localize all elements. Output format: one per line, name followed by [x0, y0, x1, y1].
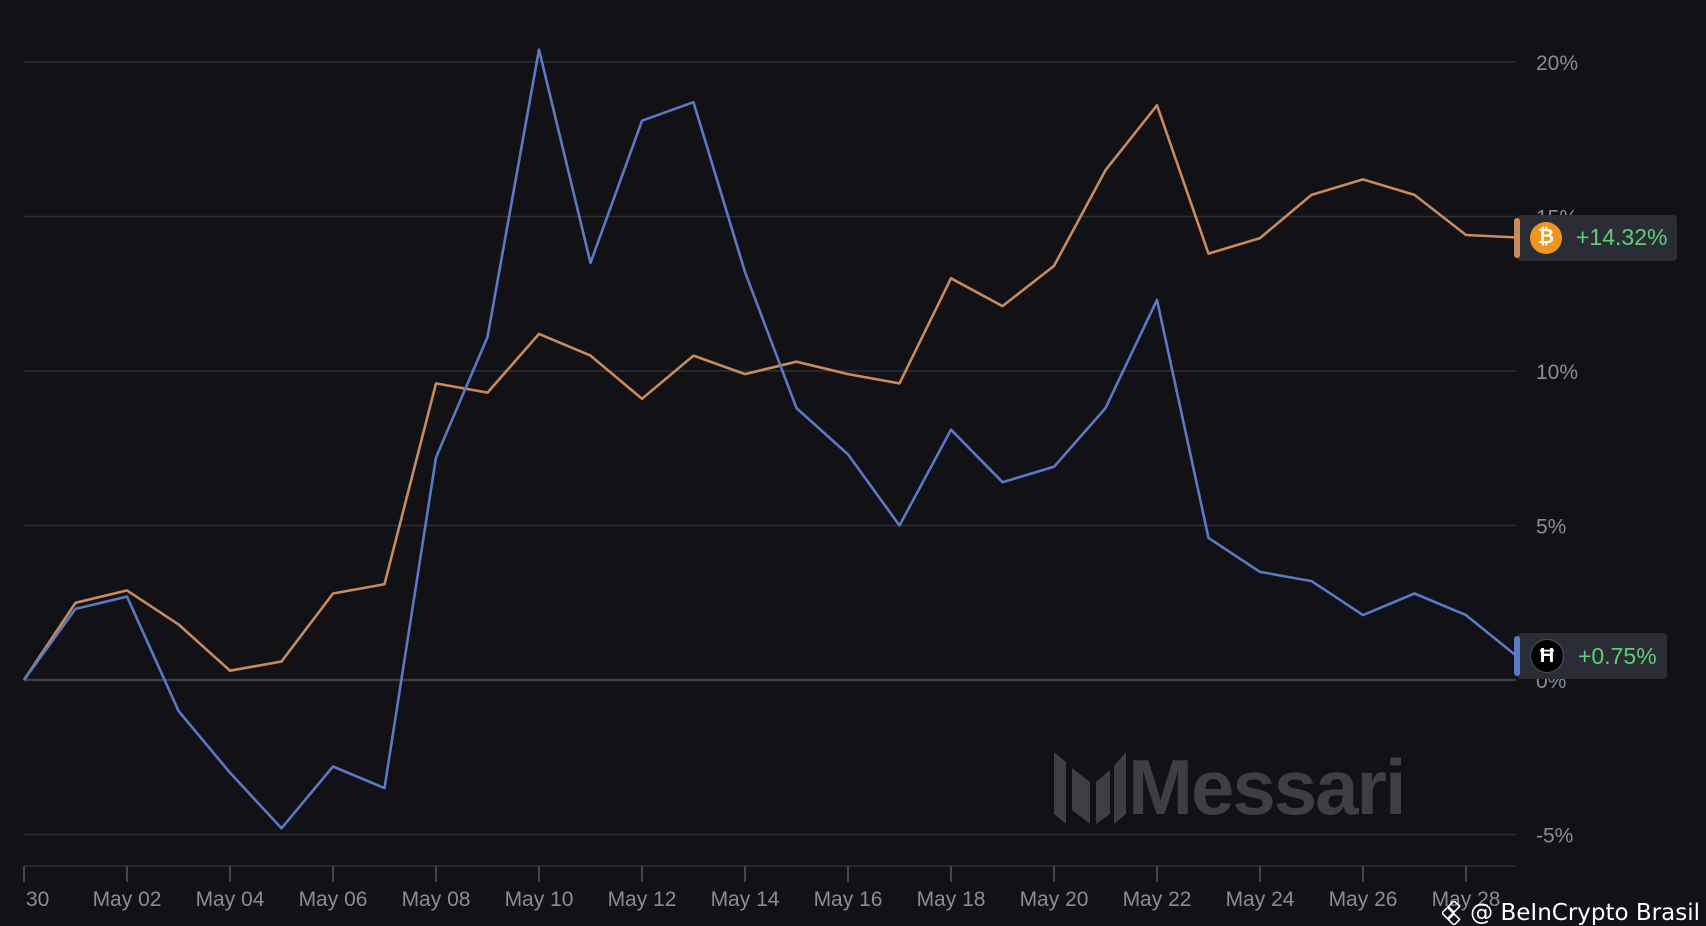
- btc-change-value: +14.32%: [1576, 224, 1668, 250]
- x-tick-label: 30: [26, 888, 49, 911]
- messari-logo-icon: [1054, 751, 1126, 824]
- btc-series-line: [22, 104, 1518, 681]
- y-tick-label: 10%: [1536, 361, 1578, 384]
- hbar-icon: Ħ: [1530, 639, 1564, 673]
- x-tick-label: May 22: [1123, 888, 1192, 911]
- bitcoin-icon: ₿: [1530, 221, 1562, 254]
- x-tick-label: May 24: [1226, 888, 1295, 911]
- messari-watermark: Messari: [1052, 742, 1407, 833]
- hbar-change-value: +0.75%: [1578, 642, 1657, 669]
- hbar-end-label: Ħ +0.75%: [1514, 633, 1667, 679]
- x-tick-label: May 20: [1020, 888, 1089, 911]
- hbar-series-marker: [1514, 636, 1520, 676]
- x-tick-label: May 08: [402, 888, 471, 911]
- messari-wordmark: Messari: [1128, 743, 1407, 831]
- y-tick-label: -5%: [1536, 825, 1573, 848]
- x-tick-label: May 16: [814, 888, 883, 911]
- x-tick-label: May 12: [608, 888, 677, 911]
- x-tick-label: May 14: [711, 888, 780, 911]
- x-tick-label: May 26: [1329, 888, 1398, 911]
- btc-end-label: ₿ +14.32%: [1514, 214, 1678, 261]
- x-tick-label: May 06: [299, 888, 368, 911]
- y-tick-label: 5%: [1536, 516, 1566, 539]
- x-tick-label: May 10: [505, 888, 574, 911]
- x-tick-label: May 02: [93, 888, 162, 911]
- x-tick-label: May 18: [917, 888, 986, 911]
- beincrypto-credit: @ BeInCrypto Brasil: [1442, 900, 1700, 926]
- binance-logo-icon: [1442, 901, 1461, 925]
- y-tick-label: 20%: [1536, 52, 1578, 75]
- x-tick-label: May 04: [196, 888, 265, 911]
- btc-series-marker: [1514, 217, 1520, 258]
- hbar-series-line: [22, 48, 1519, 830]
- credit-text: @ BeInCrypto Brasil: [1470, 900, 1700, 926]
